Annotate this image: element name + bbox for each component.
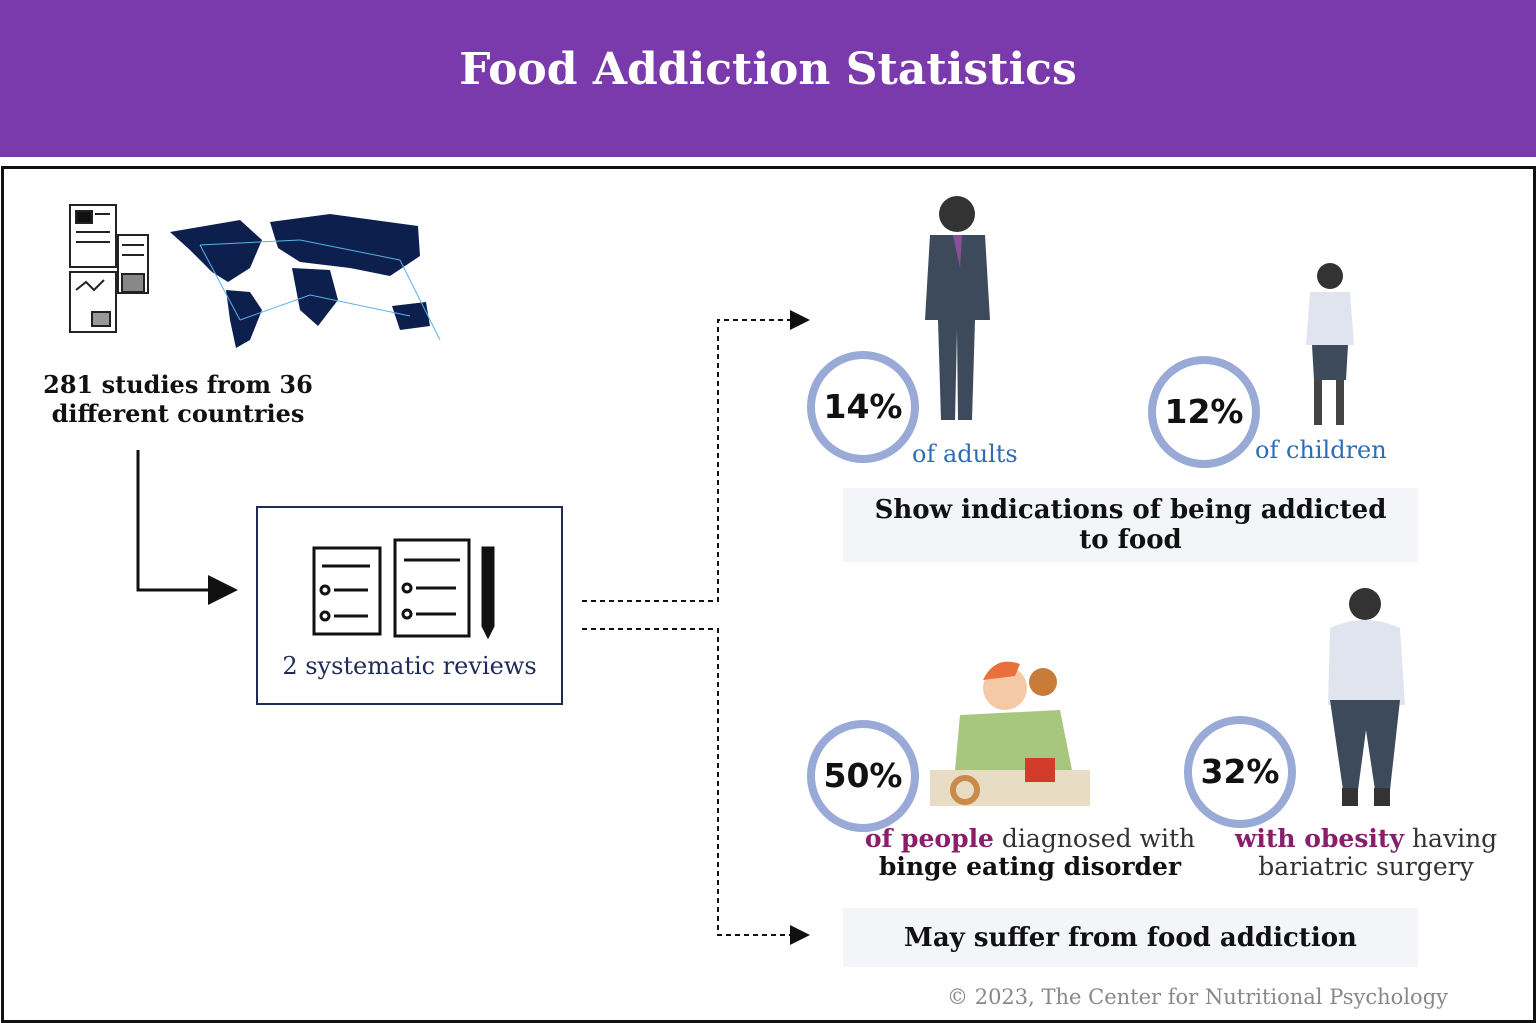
- stat-label: of adults: [912, 440, 1018, 468]
- highlight: of people: [864, 824, 994, 853]
- stat-text: of people diagnosed with binge eating di…: [860, 825, 1200, 881]
- frame: [1, 166, 1536, 1023]
- reviews-label: 2 systematic reviews: [282, 652, 537, 680]
- flow-arrow: [136, 450, 238, 605]
- stat-circles: [807, 351, 1296, 832]
- stat-label: of children: [1255, 436, 1387, 464]
- highlight: with obesity: [1234, 824, 1404, 853]
- stat-text: with obesity having bariatric surgery: [1226, 825, 1506, 881]
- connectors: [582, 310, 810, 945]
- map-network: [199, 239, 441, 341]
- caption: Show indications of being addicted to fo…: [874, 495, 1387, 555]
- text: having: [1411, 824, 1498, 853]
- stat-value: 32%: [1200, 752, 1280, 791]
- obese-figure: [1328, 588, 1405, 806]
- bold-text: binge eating disorder: [878, 852, 1182, 881]
- adult-figure: [925, 196, 990, 420]
- source-text: 281 studies from 36 different countries: [43, 370, 313, 428]
- review-icon: [312, 538, 495, 640]
- copyright: © 2023, The Center for Nutritional Psych…: [947, 985, 1448, 1009]
- child-figure: [1306, 263, 1354, 425]
- stat-value: 14%: [823, 387, 903, 426]
- header-bar: [0, 0, 1536, 157]
- caption-box: Show indications of being addicted to fo…: [843, 488, 1418, 562]
- documents-icon: [69, 204, 149, 333]
- text: bariatric surgery: [1258, 852, 1474, 881]
- eating-illustration: [930, 661, 1090, 806]
- world-map: [170, 214, 430, 348]
- text: diagnosed with: [1001, 824, 1196, 853]
- stat-value: 50%: [823, 756, 903, 795]
- caption-box: May suffer from food addiction: [843, 908, 1418, 967]
- caption: May suffer from food addiction: [904, 922, 1357, 953]
- stat-value: 12%: [1164, 392, 1244, 431]
- title: Food Addiction Statistics: [459, 44, 1077, 95]
